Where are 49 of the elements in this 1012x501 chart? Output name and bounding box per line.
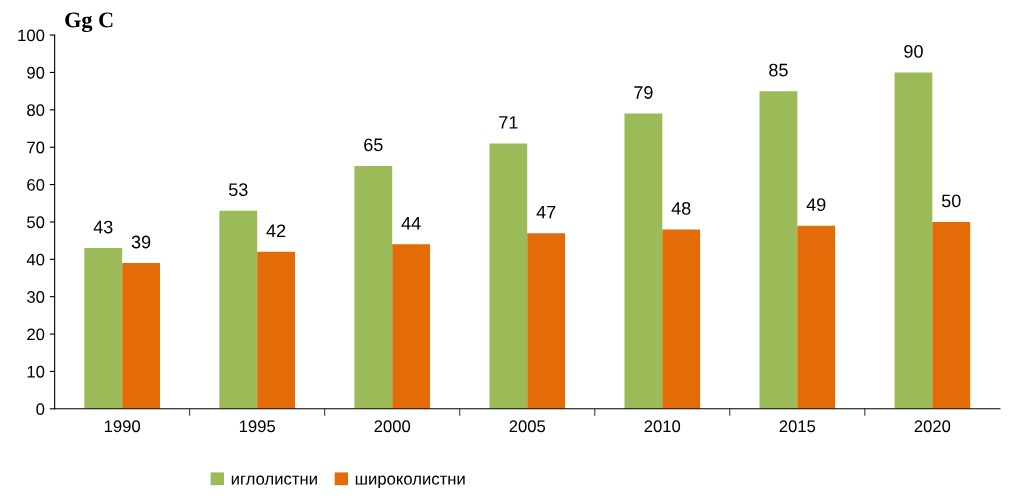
bar xyxy=(932,221,971,409)
data-label: 49 xyxy=(806,198,826,211)
bar xyxy=(354,165,393,409)
data-label: 90 xyxy=(904,44,923,58)
bar xyxy=(662,229,701,409)
legend-label: иглолистни xyxy=(231,475,317,485)
y-tick-label: 80 xyxy=(27,104,45,117)
y-tick-label: 20 xyxy=(27,328,45,341)
bar xyxy=(797,225,836,409)
y-tick-label: 100 xyxy=(18,29,45,42)
data-label: 79 xyxy=(634,86,653,99)
data-label: 42 xyxy=(266,224,286,237)
bar xyxy=(257,251,295,409)
x-tick-label: 1990 xyxy=(104,420,141,433)
data-label: 65 xyxy=(364,138,383,152)
data-label: 71 xyxy=(499,116,518,129)
data-label: 53 xyxy=(228,183,248,197)
x-tick-label: 2020 xyxy=(914,420,951,433)
bar xyxy=(219,210,258,409)
bar xyxy=(489,143,528,409)
data-label: 43 xyxy=(93,220,113,234)
data-label: 48 xyxy=(671,201,691,215)
bar xyxy=(527,233,566,409)
data-label: 50 xyxy=(941,194,961,208)
y-tick-label: 50 xyxy=(27,216,45,229)
y-tick-label: 60 xyxy=(27,178,45,191)
data-label: 39 xyxy=(131,235,151,249)
y-tick-label: 70 xyxy=(27,141,45,154)
x-tick-label: 2005 xyxy=(509,420,546,433)
bar xyxy=(759,91,798,409)
y-tick-label: 0 xyxy=(36,403,45,416)
y-tick-label: 40 xyxy=(26,253,45,266)
x-tick-label: 1995 xyxy=(239,420,276,433)
bar xyxy=(392,244,431,409)
x-tick-label: 2000 xyxy=(374,420,411,433)
x-tick-label: 2015 xyxy=(779,420,816,433)
data-label: 44 xyxy=(401,217,421,230)
data-label: 47 xyxy=(536,205,556,219)
bar xyxy=(84,248,123,409)
y-tick-label: 90 xyxy=(27,66,45,79)
bar xyxy=(894,72,933,409)
x-tick-label: 2010 xyxy=(644,420,681,433)
bar xyxy=(624,113,663,409)
data-label: 85 xyxy=(769,63,788,77)
bar xyxy=(122,263,160,409)
y-tick-label: 30 xyxy=(27,291,45,303)
y-tick-label: 10 xyxy=(27,365,45,378)
legend-label: широколистни xyxy=(355,475,465,489)
y-axis-title: Gg C xyxy=(65,12,113,33)
